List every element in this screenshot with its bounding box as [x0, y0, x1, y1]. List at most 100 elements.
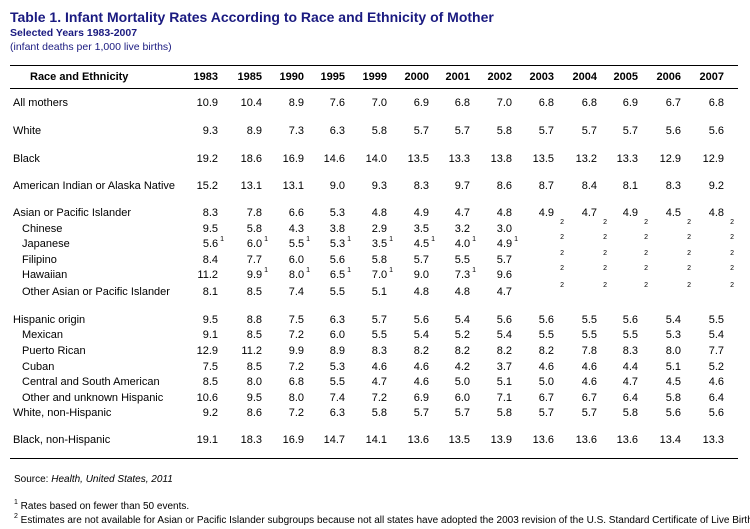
table-row: Mexican 9.1 8.5 7.2 6.0 5.5 5.4 5.2 5.4 5.5 5.5 5.5…	[0, 329, 750, 343]
table-cell: 5.8	[246, 223, 262, 235]
table-cell: 13.8	[490, 153, 512, 165]
table-cell: 6.6	[288, 207, 304, 219]
footnote-2-marker: 2	[730, 282, 734, 289]
table-cell: 5.8	[371, 125, 387, 137]
source-line: Source: Health, United States, 2011	[14, 474, 173, 485]
table-cell: 3.8	[329, 223, 345, 235]
footnote-1-marker: 1	[387, 267, 393, 274]
table-cell: 5.6	[413, 314, 429, 326]
table-cell: 6.0 1	[246, 236, 268, 250]
table-cell: 5.5	[454, 254, 470, 266]
table-cell: 5.5	[329, 376, 345, 388]
footnote-2-marker: 2	[730, 219, 734, 226]
footnote-1-marker: 1	[470, 236, 476, 243]
table-cell: 5.3	[665, 329, 681, 341]
footnote-2-marker: 2	[603, 234, 607, 241]
row-label: White, non-Hispanic	[13, 407, 112, 419]
footnote-1-marker: 1	[262, 236, 268, 243]
table-cell: 8.3	[202, 207, 218, 219]
table-cell: 4.0 1	[454, 236, 476, 250]
table-cell: 5.8	[371, 407, 387, 419]
table-cell: 5.8	[622, 407, 638, 419]
row-label: Filipino	[22, 254, 57, 266]
year-header-2004: 2004	[572, 71, 597, 83]
table-cell: 7.2	[288, 407, 304, 419]
table-row: White 9.3 8.9 7.3 6.3 5.8 5.7 5.7 5.8 5.7 5.7 5.7 5.…	[0, 125, 750, 139]
table-cell: 8.3	[413, 180, 429, 192]
table-cell: 3.2	[454, 223, 470, 235]
footnote-2-marker: 2	[644, 282, 648, 289]
table-cell: 6.0	[329, 329, 345, 341]
table-cell: 4.6	[538, 361, 554, 373]
table-cell: 7.3	[288, 125, 304, 137]
table-cell: 15.2	[196, 180, 218, 192]
year-header-2005: 2005	[613, 71, 638, 83]
table-cell: 8.4	[202, 254, 218, 266]
table-cell: 7.3 1	[454, 267, 476, 281]
table-cell: 5.5 1	[288, 236, 310, 250]
table-cell: 5.5	[622, 329, 638, 341]
footnote-2-marker: 2	[730, 265, 734, 272]
table-cell: 5.7	[538, 125, 554, 137]
footnote-2-marker: 2	[644, 219, 648, 226]
table-cell: 2.9	[371, 223, 387, 235]
table-cell: 14.1	[365, 434, 387, 446]
table-cell: 9.3	[202, 125, 218, 137]
table-cell: 8.5	[202, 376, 218, 388]
table-cell: 6.8	[581, 97, 597, 109]
table-cell: 6.0	[288, 254, 304, 266]
year-header-2006: 2006	[656, 71, 681, 83]
table-cell: 13.6	[575, 434, 597, 446]
table-cell: 8.4	[581, 180, 597, 192]
footnote-2-marker: 2	[603, 282, 607, 289]
row-label: Hawaiian	[22, 269, 68, 281]
footnote-2-marker: 2	[730, 234, 734, 241]
footnote-2-marker: 2	[603, 219, 607, 226]
table-cell: 16.9	[282, 153, 304, 165]
table-cell: 9.3	[371, 180, 387, 192]
table-cell: 12.9	[196, 345, 218, 357]
table-cell: 5.8	[371, 254, 387, 266]
table-cell: 12.9	[702, 153, 724, 165]
unit-note: (infant deaths per 1,000 live births)	[10, 41, 172, 53]
table-cell: 5.5	[329, 286, 345, 298]
table-cell: 5.6	[538, 314, 554, 326]
table-cell: 4.8	[454, 286, 470, 298]
table-cell: 5.6	[665, 407, 681, 419]
footnote-2-marker: 2	[687, 219, 691, 226]
table-cell: 4.6	[581, 376, 597, 388]
footnote-1-marker: 1	[304, 267, 310, 274]
year-header-2001: 2001	[445, 71, 470, 83]
table-cell: 8.8	[246, 314, 262, 326]
table-row: Japanese 5.6 1 6.0 1 5.5 1 5.3 1 3.5 1 4.5 1 4.…	[0, 234, 750, 252]
table-cell: 9.2	[708, 180, 724, 192]
table-cell: 5.7	[413, 254, 429, 266]
footnote-1-marker: 1	[470, 267, 476, 274]
table-cell: 8.6	[246, 407, 262, 419]
footnote-2-marker: 2	[560, 219, 564, 226]
table-cell: 5.1	[665, 361, 681, 373]
table-cell: 5.6	[708, 125, 724, 137]
table-cell: 4.7	[622, 376, 638, 388]
table-cell: 4.6	[413, 361, 429, 373]
table-cell: 8.9	[329, 345, 345, 357]
table-cell: 5.4	[454, 314, 470, 326]
row-label: Asian or Pacific Islander	[13, 207, 131, 219]
table-cell: 13.5	[532, 153, 554, 165]
footnote-2-mark: 2	[14, 513, 18, 520]
table-cell: 7.0 1	[371, 267, 393, 281]
table-cell: 8.5	[246, 329, 262, 341]
table-cell: 8.0	[288, 392, 304, 404]
table-cell: 5.0	[454, 376, 470, 388]
table-cell: 13.1	[282, 180, 304, 192]
table-cell: 4.6	[581, 361, 597, 373]
table-cell: 9.2	[202, 407, 218, 419]
row-label: American Indian or Alaska Native	[13, 180, 176, 192]
table-cell: 8.2	[496, 345, 512, 357]
table-cell: 7.5	[288, 314, 304, 326]
year-header-1990: 1990	[279, 71, 304, 83]
table-cell: 9.9 1	[246, 267, 268, 281]
table-cell: 4.6	[708, 376, 724, 388]
footnote-2-marker: 2	[560, 265, 564, 272]
table-cell: 10.6	[196, 392, 218, 404]
